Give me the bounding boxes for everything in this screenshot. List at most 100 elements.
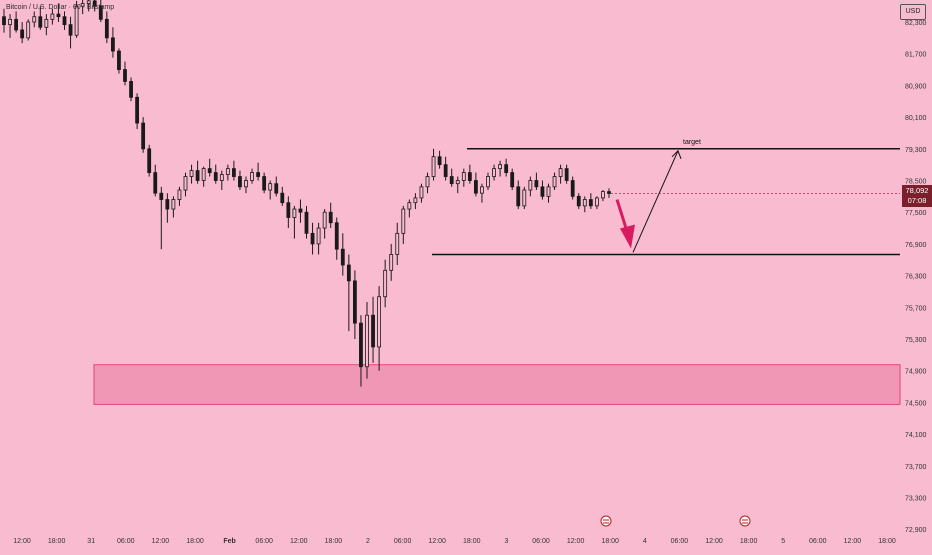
price-tick-label: 79,300	[905, 147, 927, 154]
last-price: 78,092	[905, 186, 929, 196]
candle-body	[595, 197, 599, 207]
candle-body	[104, 18, 109, 39]
candle-body	[570, 180, 575, 197]
time-tick-label: Feb	[223, 538, 235, 545]
time-tick-label: 2	[366, 538, 370, 545]
candle-body	[461, 172, 466, 181]
time-tick-label: 4	[643, 538, 647, 545]
candle-body	[431, 156, 436, 177]
candle-body	[177, 189, 182, 200]
candle-body	[419, 186, 424, 199]
candle-body	[32, 16, 37, 23]
time-tick-label: 12:00	[567, 538, 585, 545]
candle-body	[165, 199, 170, 210]
candle-body	[334, 222, 339, 250]
price-tick-label: 75,700	[905, 305, 927, 312]
candle-body	[486, 176, 490, 188]
candle-body	[189, 170, 194, 177]
candle-body	[449, 176, 454, 185]
time-tick-label: 3	[504, 538, 508, 545]
candle-body	[607, 191, 611, 194]
candle-body	[38, 16, 43, 28]
candle-body	[74, 5, 79, 36]
candle-body	[340, 248, 345, 266]
time-tick-label: 18:00	[463, 538, 481, 545]
candle-body	[62, 16, 67, 26]
candle-body	[213, 172, 218, 181]
candle-body	[44, 18, 49, 28]
candle-body	[316, 227, 321, 245]
candle-body	[492, 168, 496, 177]
price-tick-label: 80,900	[905, 83, 927, 90]
support-zone	[93, 364, 901, 405]
time-tick-label: 06:00	[809, 538, 827, 545]
candle-body	[286, 202, 291, 218]
time-tick-label: 06:00	[255, 538, 273, 545]
candle-body	[582, 199, 587, 207]
candle-body	[534, 180, 539, 188]
candle-body	[564, 168, 569, 181]
candle-body	[14, 18, 19, 31]
candle-body	[546, 186, 551, 197]
candle-body	[147, 148, 152, 173]
candle-body	[516, 186, 521, 207]
time-axis[interactable]: 12:00 18:00 31 06:00 12:00 18:00 Feb 06:00 12:00…	[13, 538, 896, 545]
candle-body	[395, 232, 400, 255]
candle-body	[231, 168, 236, 177]
time-tick-label: 12:00	[705, 538, 723, 545]
candle-body	[510, 172, 515, 188]
time-tick-label: 18:00	[878, 538, 896, 545]
candle-body	[443, 164, 448, 177]
time-tick-label: 06:00	[532, 538, 550, 545]
price-tick-label: 73,700	[905, 464, 927, 471]
symbol-title: Bitcoin / U.S. Dollar · 60 · Bitstamp	[6, 4, 115, 11]
last-price-badge: 78,092 07:08	[902, 185, 932, 208]
candle-body	[328, 211, 333, 224]
candle-body	[26, 21, 31, 39]
up-arrow-head	[671, 149, 682, 159]
time-tick-label: 18:00	[325, 538, 343, 545]
candle-body	[298, 208, 303, 213]
candle-body	[20, 29, 25, 39]
time-tick-label: 12:00	[428, 538, 446, 545]
candle-body	[413, 197, 418, 204]
time-tick-label: 12:00	[13, 538, 31, 545]
candle-body	[256, 172, 261, 177]
candle-body	[238, 176, 242, 188]
candle-body	[195, 170, 200, 181]
candle-body	[129, 81, 133, 98]
time-tick-label: 18:00	[48, 538, 66, 545]
candle-body	[401, 208, 406, 234]
price-axis[interactable]: 82,300 81,700 80,900 80,100 79,300 78,500 77,5…	[905, 20, 927, 534]
price-tick-label: 73,300	[905, 496, 927, 503]
candle-body	[159, 192, 164, 200]
candle-body	[552, 176, 557, 188]
candle-body	[522, 189, 527, 207]
candle-body	[171, 199, 176, 210]
candle-body	[425, 176, 430, 188]
price-tick-label: 74,500	[905, 400, 927, 407]
candle-body	[183, 176, 188, 191]
candle-body	[359, 322, 363, 368]
currency-button[interactable]: USD	[900, 4, 926, 20]
candle-body	[244, 180, 248, 188]
axis-icons	[600, 515, 751, 527]
candle-body	[558, 168, 563, 177]
candle-body	[467, 172, 472, 181]
price-tick-label: 77,500	[905, 210, 927, 217]
candle-body	[141, 122, 146, 150]
candle-body	[528, 180, 533, 191]
time-tick-label: 5	[781, 538, 785, 545]
time-tick-label: 06:00	[117, 538, 135, 545]
candle-body	[225, 168, 230, 175]
time-tick-label: 12:00	[844, 538, 862, 545]
time-tick-label: 31	[87, 538, 95, 545]
drawings: target	[611, 139, 900, 253]
time-tick-label: 18:00	[740, 538, 758, 545]
candle-body	[123, 69, 127, 82]
down-arrow-head	[620, 224, 635, 249]
currency-flag-icon	[600, 515, 612, 527]
candle-body	[280, 192, 285, 204]
